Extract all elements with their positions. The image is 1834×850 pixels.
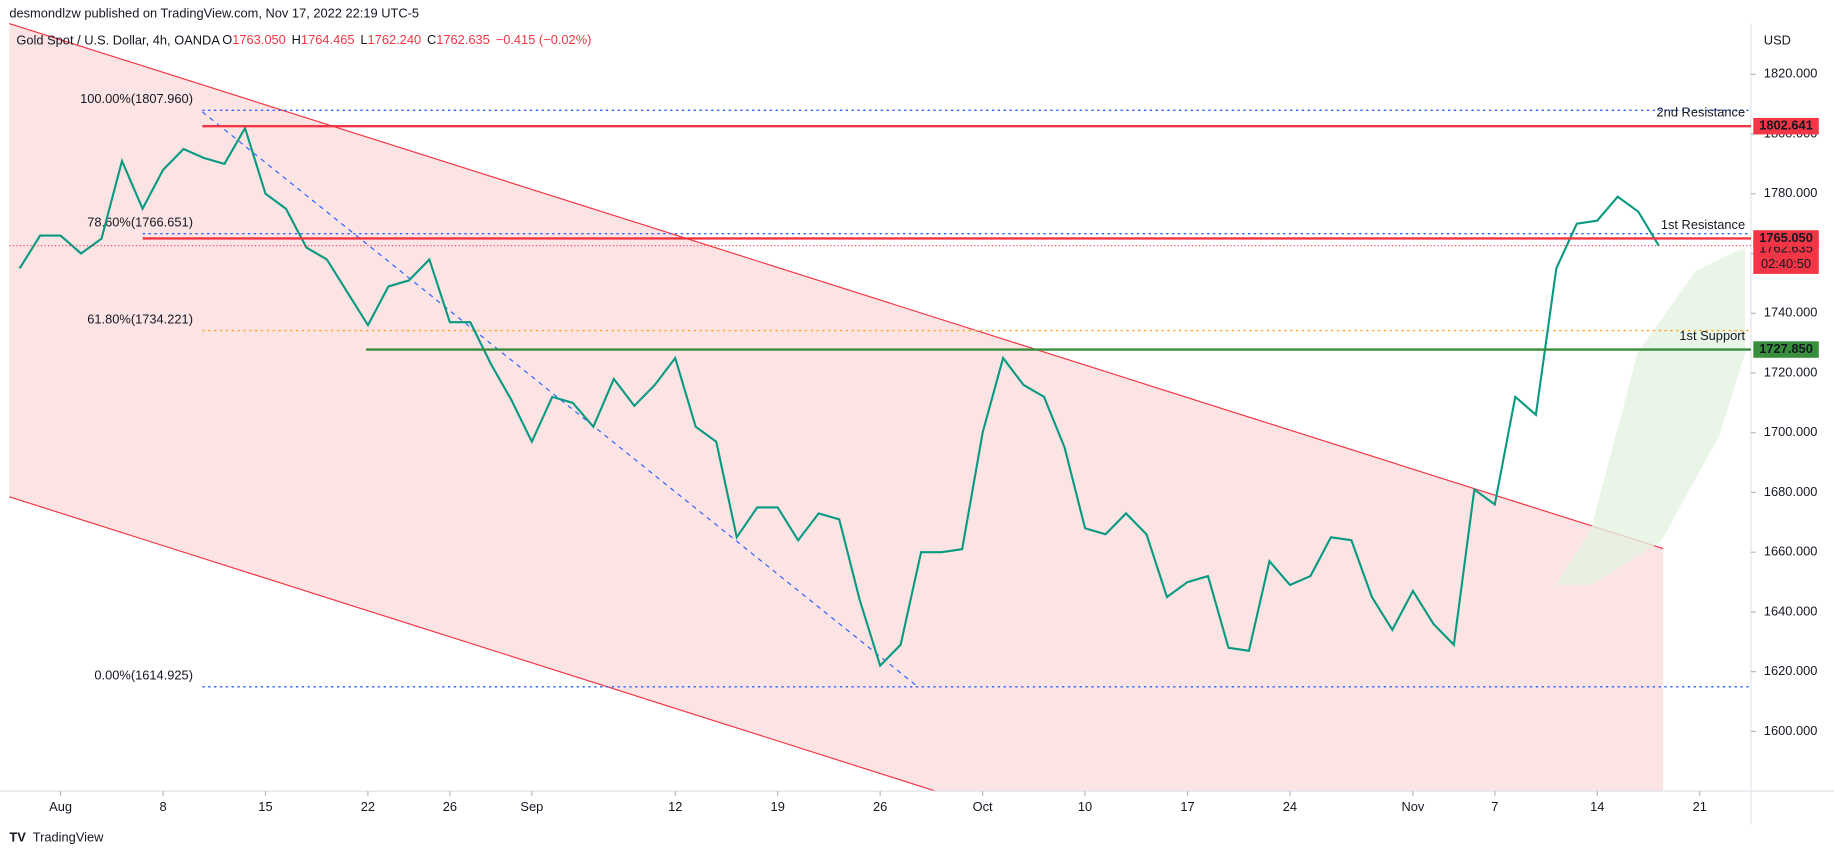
level-tag xyxy=(1753,341,1819,358)
fib-label: 0.00%(1614.925) xyxy=(94,668,193,683)
y-tick-label: 1780.000 xyxy=(1764,185,1818,200)
level-tag-label: 1765.050 xyxy=(1759,230,1813,245)
x-tick-label: 17 xyxy=(1180,799,1194,814)
x-tick-label: Sep xyxy=(520,799,543,814)
ohlc-value: 1763.050 xyxy=(232,33,286,48)
ohlc-key: C xyxy=(427,33,436,48)
currency: USD xyxy=(1764,33,1791,48)
x-tick-label: 26 xyxy=(443,799,457,814)
ohlc-value: 1764.465 xyxy=(301,33,355,48)
y-tick-label: 1640.000 xyxy=(1764,603,1818,618)
countdown: 02:40:50 xyxy=(1761,256,1811,271)
x-tick-label: 24 xyxy=(1283,799,1297,814)
ohlc-key: H xyxy=(292,33,301,48)
fib-label: 78.60%(1766.651) xyxy=(87,214,193,229)
ohlc-key: L xyxy=(360,33,367,48)
fib-label: 100.00%(1807.960) xyxy=(80,91,193,106)
level-label: 1st Resistance xyxy=(1661,217,1745,232)
chart-title: Gold Spot / U.S. Dollar, 4h, OANDA xyxy=(16,33,220,48)
x-tick-label: 22 xyxy=(361,799,375,814)
y-tick-label: 1660.000 xyxy=(1764,544,1818,559)
x-tick-label: 19 xyxy=(771,799,785,814)
x-tick-label: 8 xyxy=(159,799,166,814)
y-tick-label: 1680.000 xyxy=(1764,484,1818,499)
level-tag xyxy=(1753,230,1819,247)
x-tick-label: Aug xyxy=(49,799,72,814)
ohlc-value: 1762.635 xyxy=(436,33,490,48)
cloud xyxy=(1555,247,1746,586)
y-tick-label: 1740.000 xyxy=(1764,305,1818,320)
ohlc-value: 1762.240 xyxy=(368,33,422,48)
channel-upper xyxy=(9,22,1664,550)
x-tick-label: Nov xyxy=(1401,799,1424,814)
channel-lower xyxy=(9,496,936,792)
x-tick-label: 7 xyxy=(1491,799,1498,814)
level-tag-label: 1802.641 xyxy=(1759,118,1813,133)
y-tick-label: 1820.000 xyxy=(1764,66,1818,81)
fib-trend xyxy=(201,111,917,686)
fib-label: 61.80%(1734.221) xyxy=(87,311,193,326)
y-tick-label: 1720.000 xyxy=(1764,364,1818,379)
logo: TV xyxy=(9,830,26,845)
level-label: 2nd Resistance xyxy=(1657,105,1746,120)
level-tag-label: 1727.850 xyxy=(1759,341,1813,356)
change: −0.415 (−0.02%) xyxy=(496,33,592,48)
publisher: desmondlzw published on TradingView.com,… xyxy=(9,6,419,21)
level-tag xyxy=(1753,117,1819,135)
channel-fill xyxy=(9,23,1664,792)
footer: TradingView xyxy=(33,830,104,845)
y-tick-label: 1600.000 xyxy=(1764,723,1818,738)
ohlc-key: O xyxy=(222,33,232,48)
x-tick-label: Oct xyxy=(973,799,993,814)
ohlc: O1763.050 H1764.465 L1762.240 C1762.635 −0.4… xyxy=(222,33,591,48)
x-tick-label: 26 xyxy=(873,799,887,814)
level-label: 1st Support xyxy=(1679,328,1745,343)
x-tick-label: 10 xyxy=(1078,799,1092,814)
x-tick-label: 15 xyxy=(258,799,272,814)
x-tick-label: 12 xyxy=(668,799,682,814)
y-tick-label: 1700.000 xyxy=(1764,424,1818,439)
price-line xyxy=(18,125,1660,668)
x-tick-label: 21 xyxy=(1693,799,1707,814)
y-tick-label: 1620.000 xyxy=(1764,663,1818,678)
x-tick-label: 14 xyxy=(1590,799,1604,814)
